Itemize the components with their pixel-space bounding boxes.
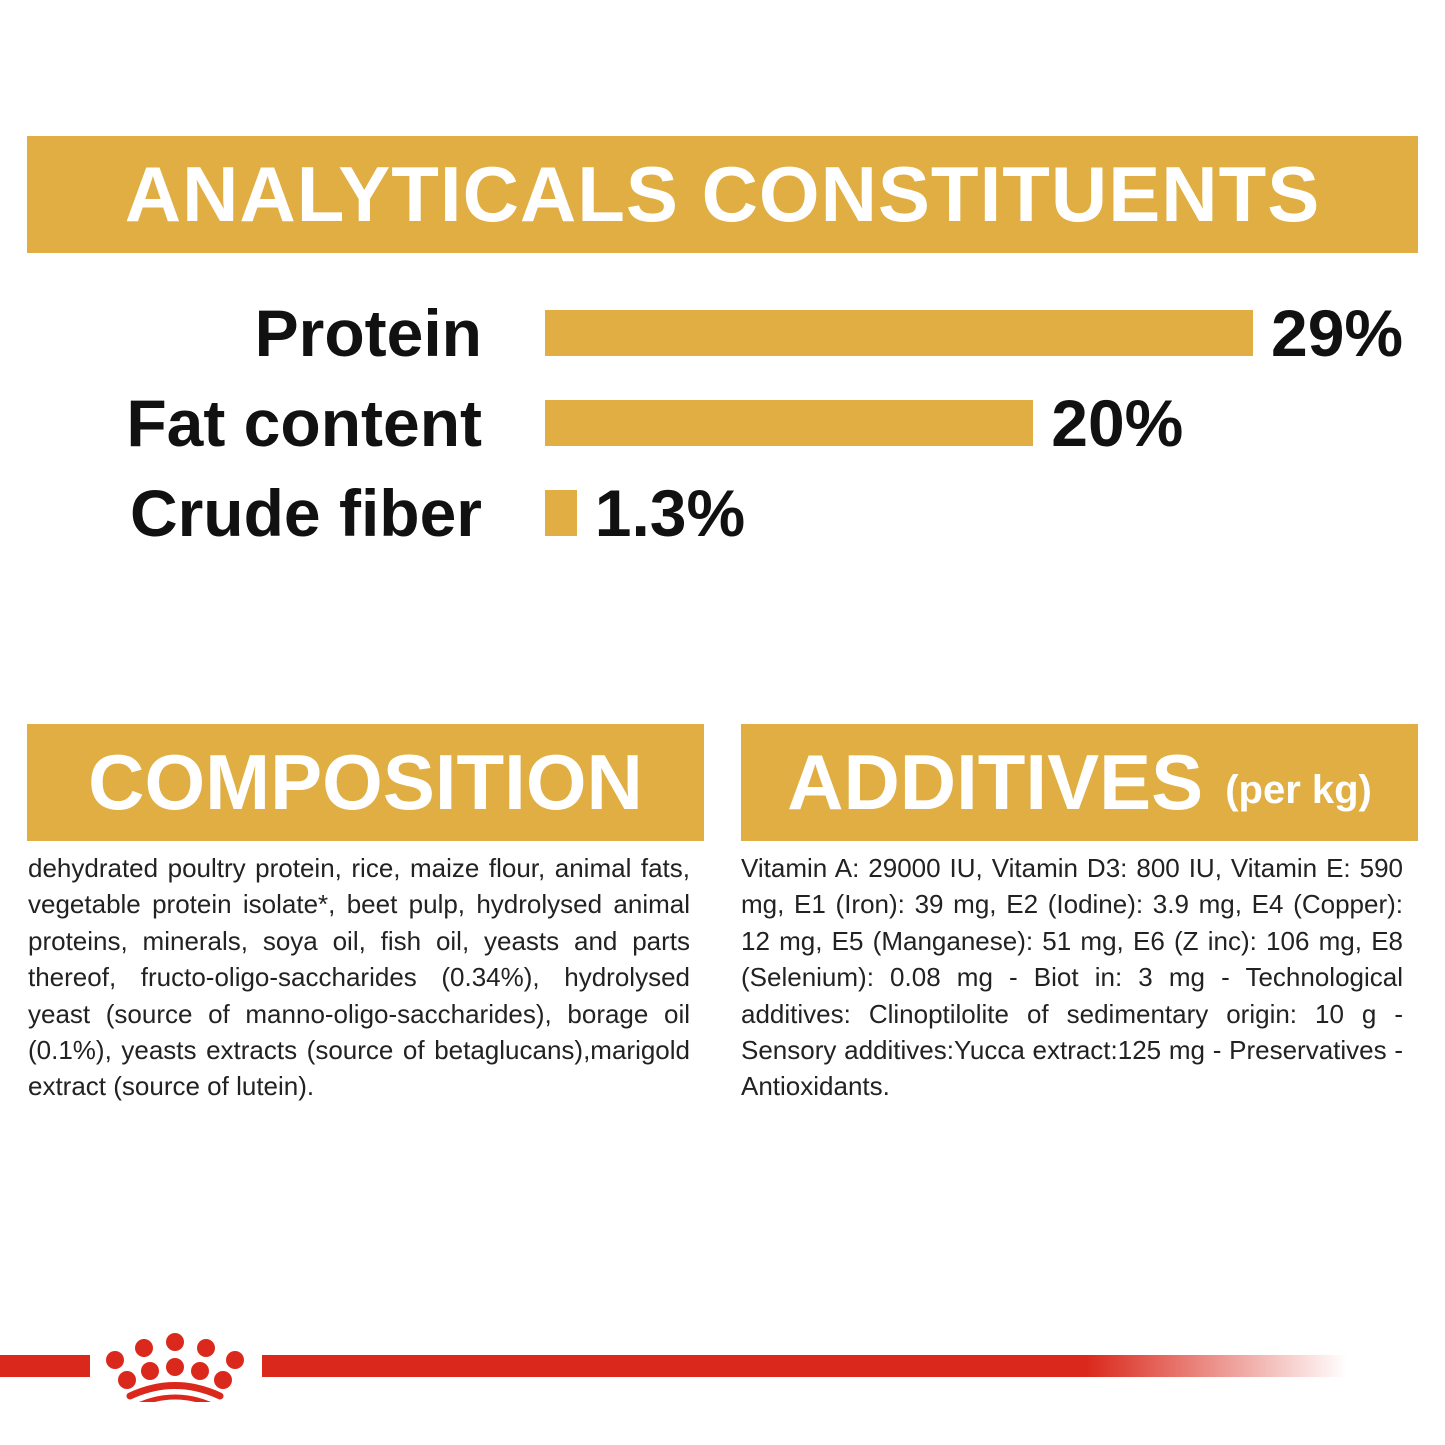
composition-title: COMPOSITION <box>88 738 643 826</box>
additives-header: ADDITIVES (per kg) <box>741 724 1418 841</box>
bar-label: Protein <box>254 296 482 370</box>
bar-value-label: 29% <box>1271 296 1404 370</box>
bar-crude-fiber <box>545 490 577 536</box>
composition-header: COMPOSITION <box>27 724 704 841</box>
bar-protein <box>545 310 1253 356</box>
royal-canin-crown-icon <box>106 1333 244 1402</box>
analytical-constituents-header: ANALYTICALS CONSTITUENTS <box>27 136 1418 253</box>
analytical-title: ANALYTICALS CONSTITUENTS <box>124 150 1321 238</box>
bar-label: Fat content <box>126 386 482 460</box>
additives-text: Vitamin A: 29000 IU, Vitamin D3: 800 IU,… <box>741 853 1403 1102</box>
bar-label: Crude fiber <box>129 476 482 550</box>
bar-value-label: 20% <box>1051 386 1184 460</box>
additives-subtitle: (per kg) <box>1225 768 1372 812</box>
brand-line-left <box>0 1355 90 1377</box>
bar-fat-content <box>545 400 1034 446</box>
additives-title: ADDITIVES <box>787 738 1204 826</box>
brand-line-right <box>262 1355 1347 1377</box>
bar-value-label: 1.3% <box>594 476 746 550</box>
composition-text: dehydrated poultry protein, rice, maize … <box>28 853 690 1102</box>
